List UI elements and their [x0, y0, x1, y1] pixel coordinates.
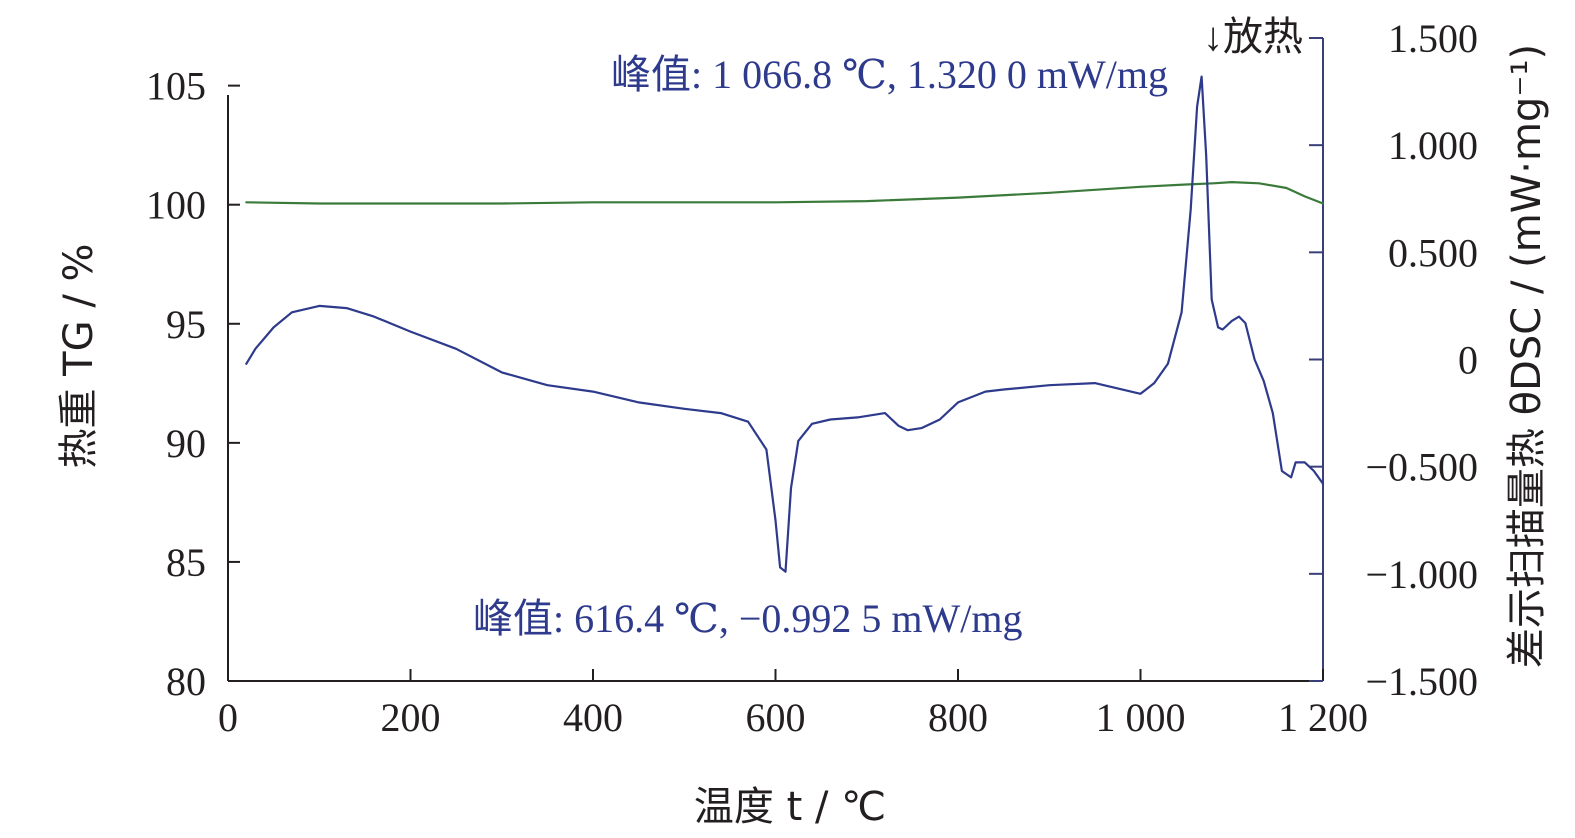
dsc-series-line — [245, 75, 1325, 573]
exothermic-annotation: ↓放热 — [1203, 14, 1303, 59]
y-left-tick-label: 80 — [166, 659, 206, 704]
tg-series-line — [245, 181, 1325, 205]
ticks: 0 200 400 600 800 1 000 1 200 80 85 90 95 100 105 −1.… — [146, 16, 1478, 740]
y-right-tick-label: −1.500 — [1365, 659, 1478, 704]
y-right-tick-label: −1.000 — [1365, 552, 1478, 597]
y-left-axis-title: 热重 TG / % — [56, 243, 102, 468]
y-right-tick-label: 1.000 — [1388, 123, 1478, 168]
x-tick-label: 1 200 — [1278, 695, 1368, 740]
y-left-tick-label: 90 — [166, 421, 206, 466]
x-tick-label: 1 000 — [1096, 695, 1186, 740]
peak-max-annotation: 峰值: 1 066.8 ℃, 1.320 0 mW/mg — [611, 52, 1168, 97]
y-left-tick-label: 100 — [146, 183, 206, 228]
x-tick-label: 0 — [218, 695, 238, 740]
x-tick-label: 800 — [928, 695, 988, 740]
x-tick-label: 400 — [563, 695, 623, 740]
y-left-tick-label: 95 — [166, 302, 206, 347]
y-left-tick-label: 105 — [146, 64, 206, 109]
y-right-axis-title: 差示扫描量热 θDSC / (mW·mg⁻¹) — [1504, 44, 1550, 668]
y-right-tick-label: 1.500 — [1388, 16, 1478, 61]
peak-min-annotation: 峰值: 616.4 ℃, −0.992 5 mW/mg — [473, 596, 1023, 641]
series-layer — [245, 75, 1325, 573]
x-axis-title: 温度 t / ℃ — [694, 784, 886, 830]
y-right-tick-label: 0.500 — [1388, 230, 1478, 275]
x-tick-label: 200 — [381, 695, 441, 740]
y-left-tick-label: 85 — [166, 540, 206, 585]
y-right-tick-label: −0.500 — [1365, 445, 1478, 490]
y-right-tick-label: 0 — [1458, 338, 1478, 383]
axes — [227, 38, 1324, 682]
x-tick-label: 600 — [746, 695, 806, 740]
